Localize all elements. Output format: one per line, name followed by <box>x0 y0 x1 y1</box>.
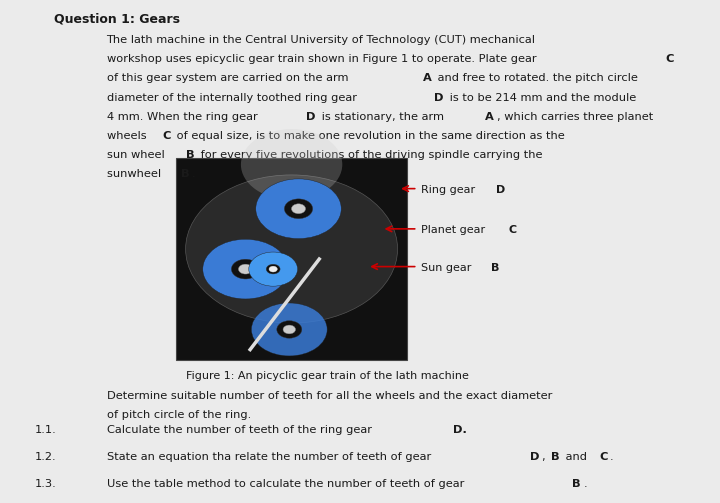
Text: D: D <box>306 112 315 122</box>
Circle shape <box>241 129 342 200</box>
Circle shape <box>269 266 277 272</box>
Text: of this gear system are carried on the arm: of this gear system are carried on the a… <box>107 73 351 83</box>
Text: B: B <box>552 452 560 462</box>
Text: sun wheel: sun wheel <box>107 150 168 160</box>
Text: C: C <box>163 131 171 141</box>
Text: .: . <box>610 452 613 462</box>
Text: B: B <box>572 479 581 489</box>
Text: D: D <box>495 185 505 195</box>
Text: workshop uses epicyclic gear train shown in Figure 1 to operate. Plate gear: workshop uses epicyclic gear train shown… <box>107 54 540 64</box>
Circle shape <box>231 259 260 279</box>
Text: Ring gear: Ring gear <box>421 185 479 195</box>
Circle shape <box>251 303 327 356</box>
Text: D: D <box>530 452 539 462</box>
Circle shape <box>248 252 297 286</box>
Text: A: A <box>485 112 494 122</box>
Text: A: A <box>423 73 431 83</box>
Circle shape <box>292 204 305 214</box>
Circle shape <box>238 264 253 274</box>
Text: is to be 214 mm and the module: is to be 214 mm and the module <box>446 93 636 103</box>
Text: 1.1.: 1.1. <box>35 425 56 435</box>
Circle shape <box>270 267 276 272</box>
Text: B: B <box>181 169 189 179</box>
Text: ,: , <box>542 452 549 462</box>
Text: and: and <box>562 452 591 462</box>
Circle shape <box>203 239 288 299</box>
Text: 4 mm. When the ring gear: 4 mm. When the ring gear <box>107 112 261 122</box>
Text: sunwheel: sunwheel <box>107 169 164 179</box>
Text: Sun gear: Sun gear <box>421 263 475 273</box>
Text: State an equation tha relate the number of teeth of gear: State an equation tha relate the number … <box>107 452 434 462</box>
Text: Use the table method to calculate the number of teeth of gear: Use the table method to calculate the nu… <box>107 479 467 489</box>
Text: The lath machine in the Central University of Technology (CUT) mechanical: The lath machine in the Central Universi… <box>107 35 536 45</box>
Text: D: D <box>434 93 444 103</box>
Text: .: . <box>192 169 196 179</box>
Bar <box>176 158 407 360</box>
Text: diameter of the internally toothed ring gear: diameter of the internally toothed ring … <box>107 93 360 103</box>
Text: wheels: wheels <box>107 131 150 141</box>
Circle shape <box>276 321 302 338</box>
Text: B: B <box>491 263 499 273</box>
Text: Determine suitable number of teeth for all the wheels and the exact diameter: Determine suitable number of teeth for a… <box>107 391 552 401</box>
Text: for every five revolutions of the driving spindle carrying the: for every five revolutions of the drivin… <box>197 150 542 160</box>
Text: Planet gear: Planet gear <box>421 225 489 235</box>
Text: of equal size, is to make one revolution in the same direction as the: of equal size, is to make one revolution… <box>174 131 565 141</box>
Text: B: B <box>186 150 194 160</box>
Text: Figure 1: An picyclic gear train of the lath machine: Figure 1: An picyclic gear train of the … <box>186 371 469 381</box>
Circle shape <box>283 325 295 334</box>
Text: D.: D. <box>453 425 467 435</box>
Text: of pitch circle of the ring.: of pitch circle of the ring. <box>107 410 251 421</box>
Text: and free to rotated. the pitch circle: and free to rotated. the pitch circle <box>434 73 638 83</box>
Circle shape <box>284 199 312 219</box>
Text: .: . <box>583 479 587 489</box>
Circle shape <box>256 179 341 238</box>
Text: C: C <box>665 54 674 64</box>
Text: 1.2.: 1.2. <box>35 452 56 462</box>
Text: is stationary, the arm: is stationary, the arm <box>318 112 448 122</box>
Text: C: C <box>599 452 608 462</box>
Circle shape <box>186 175 397 323</box>
Circle shape <box>266 264 280 274</box>
Text: , which carries three planet: , which carries three planet <box>497 112 653 122</box>
Text: C: C <box>508 225 516 235</box>
Text: 1.3.: 1.3. <box>35 479 56 489</box>
Text: Question 1: Gears: Question 1: Gears <box>54 13 180 26</box>
Text: Calculate the number of teeth of the ring gear: Calculate the number of teeth of the rin… <box>107 425 375 435</box>
